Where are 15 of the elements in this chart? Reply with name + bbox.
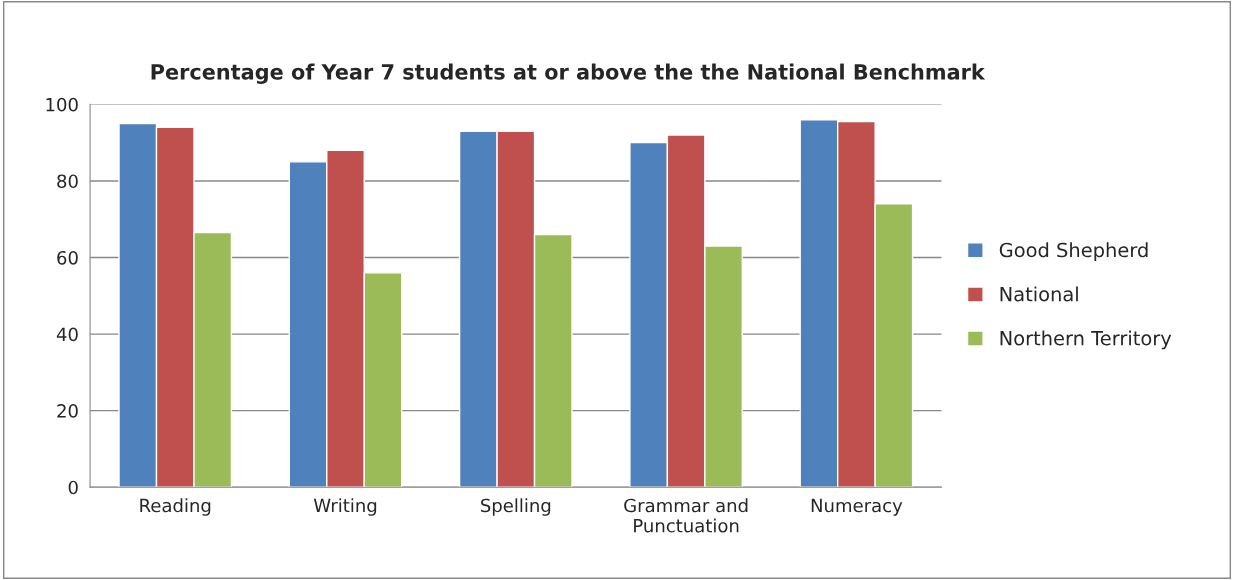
y-tick-label: 20 — [57, 404, 78, 418]
y-tick-label: 100 — [46, 97, 78, 112]
y-tick-label: 60 — [57, 250, 78, 265]
x-tick-label: Numeracy — [811, 498, 903, 516]
x-tick-label: Writing — [313, 498, 377, 516]
x-tick-label: Reading — [140, 498, 211, 516]
legend-label: Good Shepherd — [999, 242, 1148, 262]
legend-label: Northern Territory — [1000, 330, 1172, 350]
y-tick-label: 0 — [68, 480, 78, 495]
y-tick-label: 40 — [56, 327, 78, 342]
y-tick-label: 80 — [57, 174, 78, 189]
x-tick-label: Spelling — [481, 498, 551, 516]
legend-label: National — [1000, 286, 1078, 302]
x-tick-label: Grammar and Punctuation — [624, 498, 748, 533]
chart-title: Percentage of Year 7 students at or above the the National Benchmark — [151, 63, 986, 84]
